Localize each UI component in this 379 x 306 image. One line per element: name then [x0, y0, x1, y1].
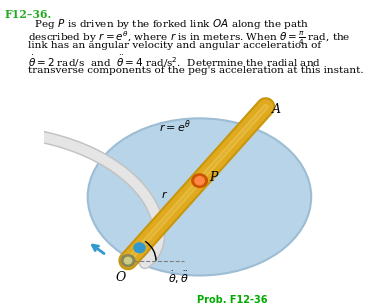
Text: $r$: $r$ [161, 189, 169, 200]
Text: Prob. F12-36: Prob. F12-36 [197, 295, 268, 305]
Text: described by $r = e^{\theta}$, where $r$ is in meters. When $\theta = \frac{\pi}: described by $r = e^{\theta}$, where $r$… [28, 29, 351, 47]
Text: A: A [272, 103, 281, 116]
Text: $\dot{\theta} = 2$ rad/s  and  $\ddot{\theta} = 4$ rad/s$^2$.  Determine the rad: $\dot{\theta} = 2$ rad/s and $\ddot{\the… [28, 54, 321, 69]
Ellipse shape [88, 118, 311, 275]
Text: $r = e^{\theta}$: $r = e^{\theta}$ [159, 118, 191, 135]
Text: transverse components of the peg's acceleration at this instant.: transverse components of the peg's accel… [28, 66, 364, 75]
Circle shape [124, 257, 132, 264]
Circle shape [134, 243, 145, 253]
Text: link has an angular velocity and angular acceleration of: link has an angular velocity and angular… [28, 41, 321, 50]
Circle shape [121, 255, 135, 267]
Text: $\dot{\theta},\ddot{\theta}$: $\dot{\theta},\ddot{\theta}$ [168, 270, 190, 286]
Circle shape [192, 174, 207, 188]
Text: F12–36.: F12–36. [5, 9, 52, 20]
Circle shape [195, 177, 204, 185]
Text: P: P [209, 171, 217, 185]
Text: O: O [115, 271, 125, 285]
Text: Peg $P$ is driven by the forked link $OA$ along the path: Peg $P$ is driven by the forked link $OA… [28, 17, 310, 31]
